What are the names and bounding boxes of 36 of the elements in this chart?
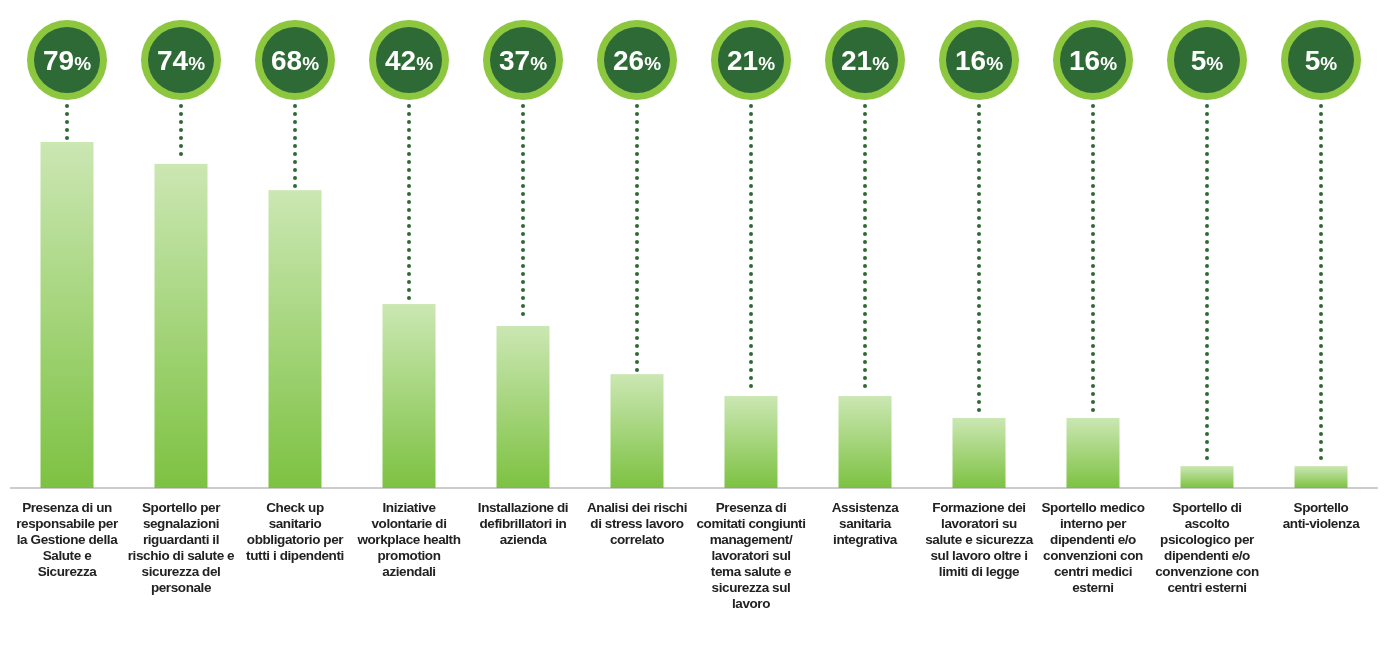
bar	[496, 325, 550, 488]
x-tick-label: Iniziative volontarie di workplace health promotion aziendali	[356, 500, 461, 579]
x-tick-label: Formazione dei lavoratori su salute e sicurezza sul lavoro oltre i limiti di legge	[925, 500, 1034, 579]
data-label: 21%	[726, 45, 776, 76]
x-tick-label: Check up sanitario obbligatorio per tutti i dipendenti	[246, 500, 345, 563]
data-label: 42%	[384, 45, 434, 76]
bar	[154, 163, 208, 488]
bar	[1066, 417, 1120, 488]
bar	[1180, 466, 1234, 488]
x-tick-label: Sportello di ascolto psicologico per dipendenti e/o convenzione con centri esterni	[1155, 500, 1259, 595]
data-label: 68%	[270, 45, 320, 76]
bar	[952, 417, 1006, 488]
x-tick-label: Presenza di comitati congiunti management/ lavoratori sul tema salute e sicurezza sul lavoro	[696, 500, 806, 611]
data-label: 79%	[42, 45, 92, 76]
data-label: 5%	[1190, 45, 1224, 76]
bar	[610, 374, 664, 488]
x-tick-label: Presenza di un responsabile per la Gestione della Salute e Sicurezza	[16, 500, 119, 579]
data-label: 21%	[840, 45, 890, 76]
bar	[724, 396, 778, 488]
x-tick-label: Sportello anti-violenza	[1282, 500, 1361, 531]
data-label: 37%	[498, 45, 548, 76]
bar	[268, 190, 322, 488]
data-label: 26%	[612, 45, 662, 76]
x-tick-label: Assistenza sanitaria integrativa	[831, 500, 900, 547]
data-label: 16%	[954, 45, 1004, 76]
x-tick-label: Sportello per segnalazioni riguardanti il rischio di salute e sicurezza del personale	[127, 500, 236, 595]
data-label: 74%	[156, 45, 206, 76]
data-label: 16%	[1068, 45, 1118, 76]
bar	[838, 396, 892, 488]
x-tick-label: Sportello medico interno per dipendenti e/o convenzioni con centri medici esterni	[1041, 500, 1145, 595]
bar	[40, 142, 94, 488]
x-tick-label: Installazione di defibrillatori in azienda	[477, 500, 569, 547]
x-tick-label: Analisi dei rischi di stress lavoro correlato	[586, 500, 688, 547]
data-label: 5%	[1304, 45, 1338, 76]
bar	[382, 304, 436, 488]
bar	[1294, 466, 1348, 488]
